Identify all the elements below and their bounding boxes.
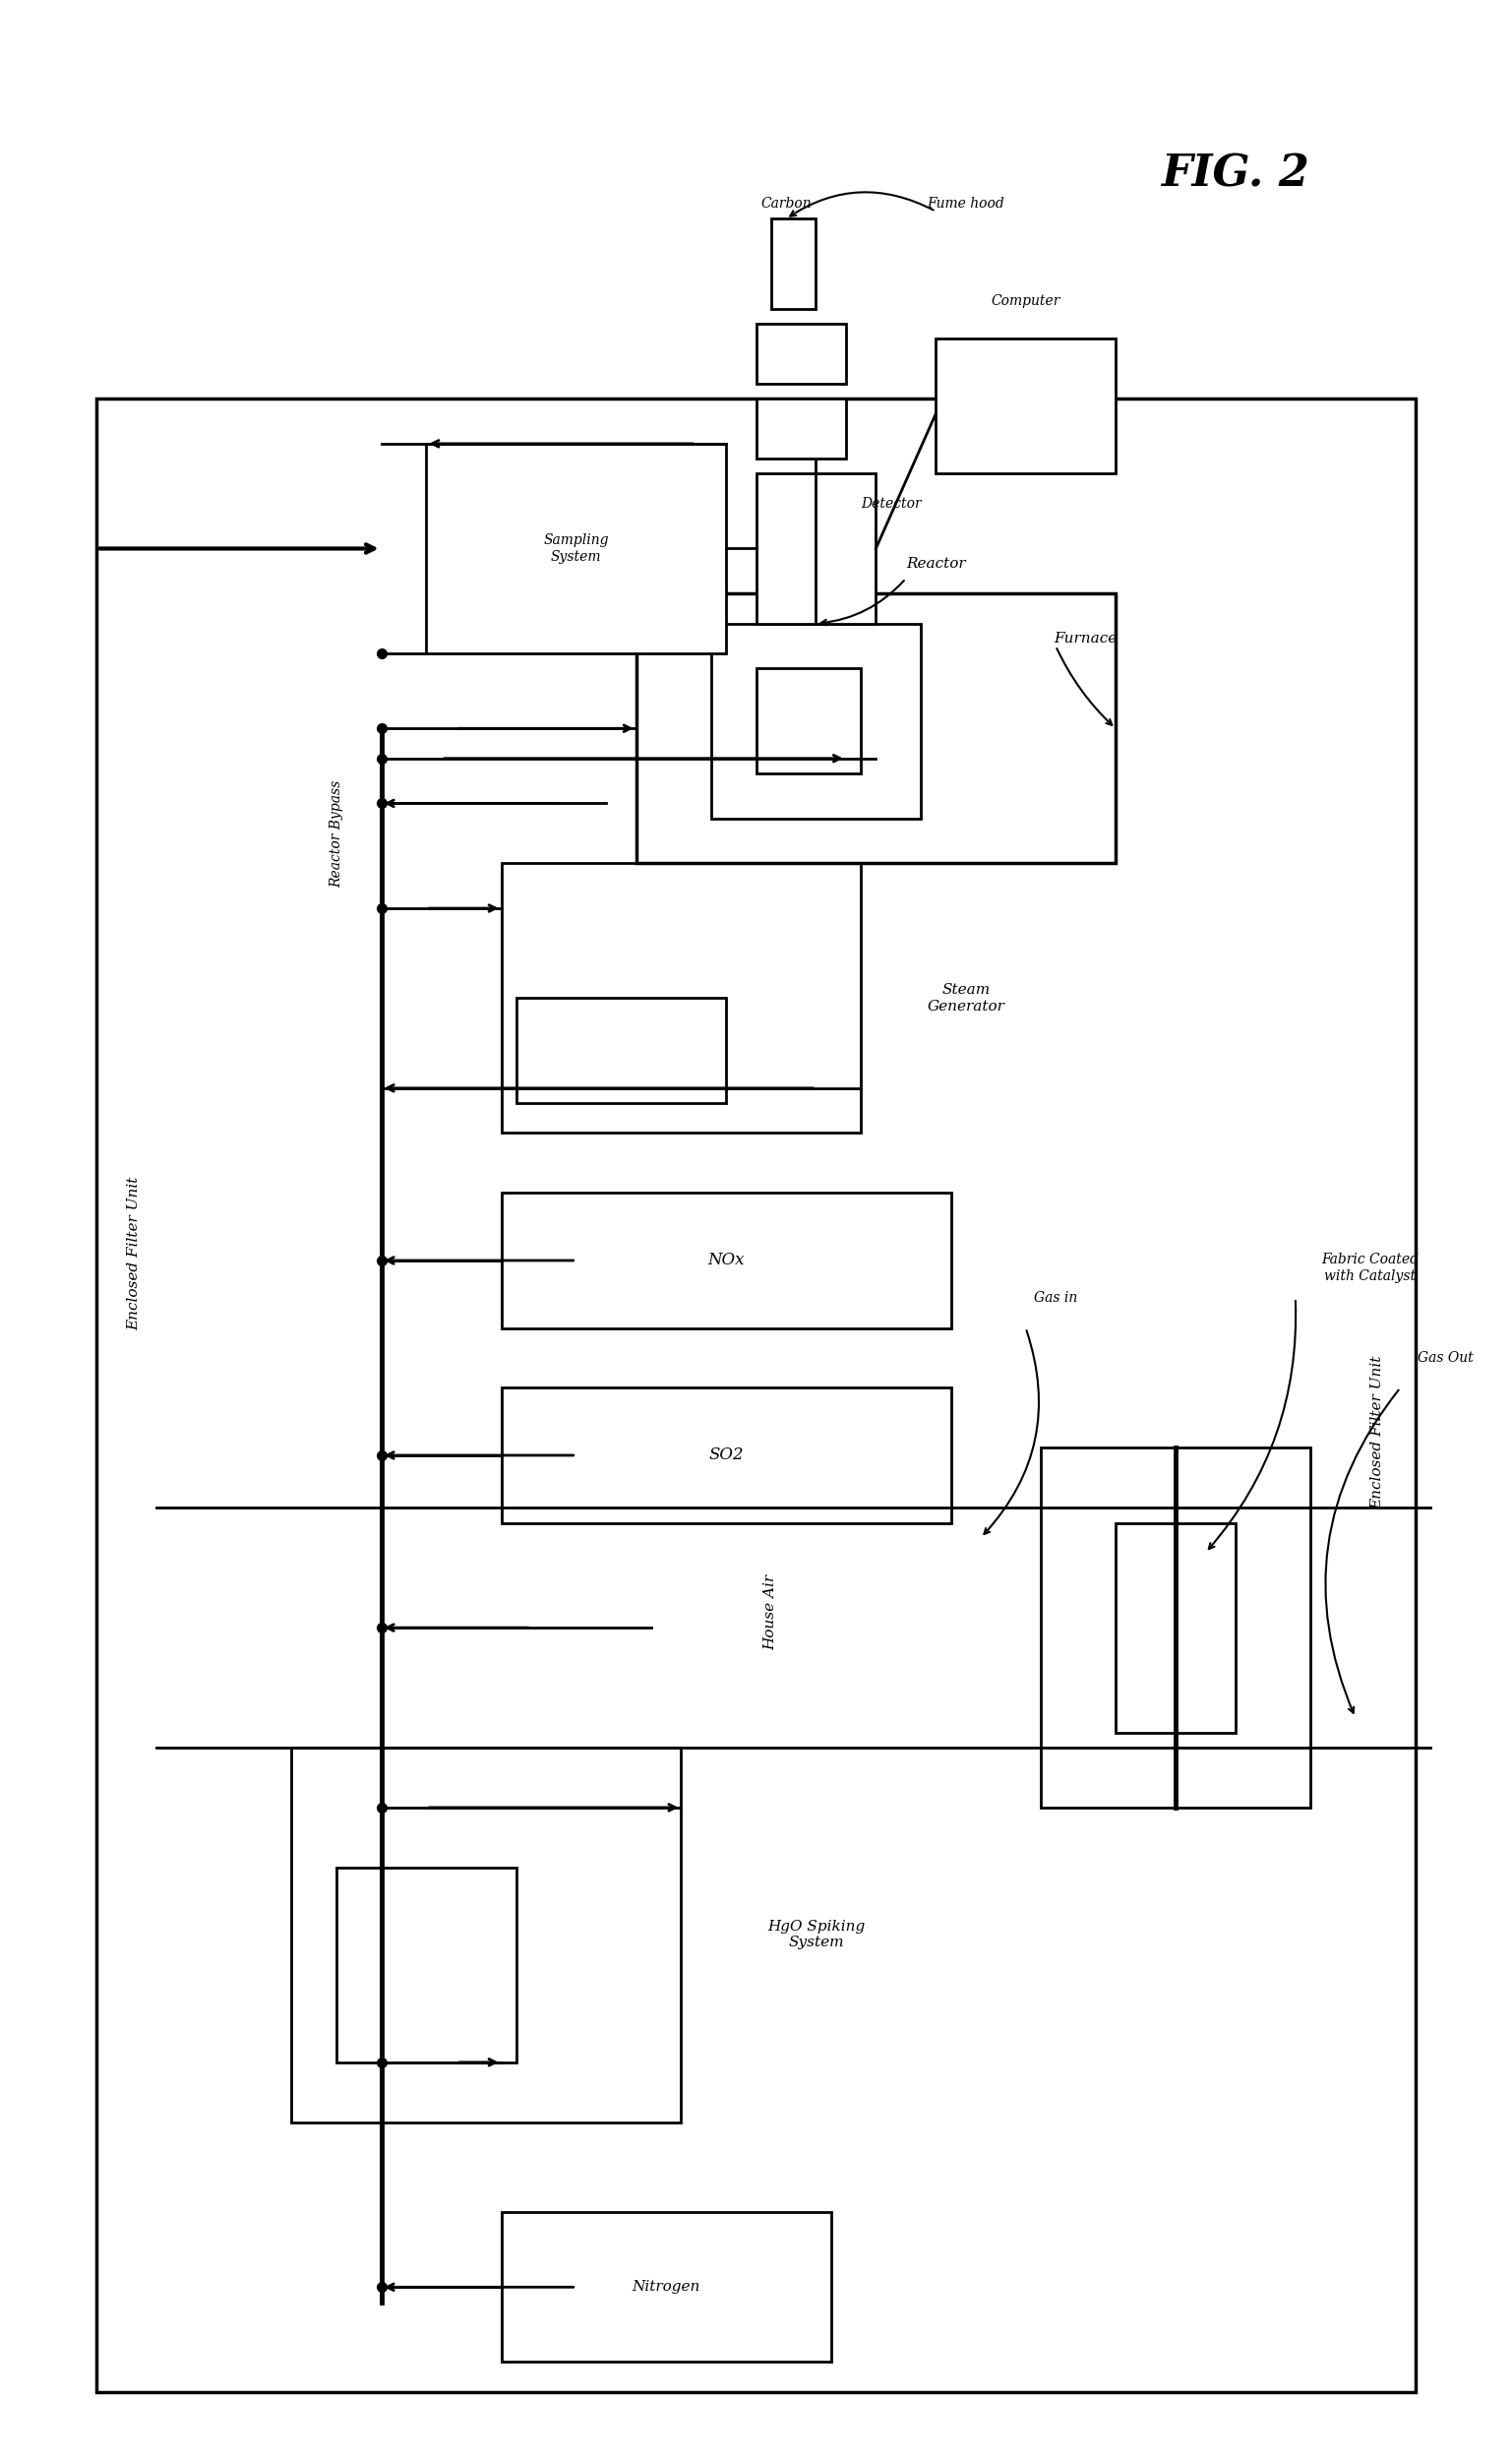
Bar	[292, 1747, 680, 2121]
Text: Enclosed Filter Unit: Enclosed Filter Unit	[1371, 1356, 1385, 1509]
Bar	[756, 325, 845, 384]
Bar	[502, 1194, 951, 1329]
Text: Furnace: Furnace	[1054, 632, 1117, 645]
Text: Gas Out: Gas Out	[1417, 1351, 1473, 1366]
Bar	[1040, 1447, 1311, 1806]
Text: Enclosed Filter Unit: Enclosed Filter Unit	[127, 1176, 141, 1329]
Text: Nitrogen: Nitrogen	[632, 2281, 700, 2294]
Bar	[936, 340, 1116, 473]
Text: Fume hood: Fume hood	[927, 197, 1004, 212]
Bar	[1116, 1523, 1235, 1733]
Text: Reactor: Reactor	[906, 556, 966, 571]
Bar	[756, 473, 875, 623]
Bar	[502, 1388, 951, 1523]
Bar	[516, 999, 726, 1103]
Text: House Air: House Air	[764, 1575, 777, 1651]
Text: Detector: Detector	[860, 497, 921, 509]
Text: Gas in: Gas in	[1034, 1292, 1078, 1304]
Bar	[711, 623, 921, 820]
Bar	[337, 1868, 516, 2062]
Text: Carbon: Carbon	[761, 197, 812, 212]
Text: HgO Spiking
System: HgO Spiking System	[767, 1920, 865, 1949]
Text: NOx: NOx	[708, 1253, 744, 1270]
Text: Reactor Bypass: Reactor Bypass	[330, 780, 343, 886]
Text: Sampling
System: Sampling System	[543, 534, 609, 564]
Text: Steam
Generator: Steam Generator	[927, 984, 1004, 1014]
Bar	[502, 864, 860, 1132]
Bar	[426, 443, 726, 655]
Bar	[756, 669, 860, 773]
Text: Fabric Coated
with Catalyst: Fabric Coated with Catalyst	[1321, 1253, 1420, 1282]
Bar	[502, 2212, 832, 2363]
Text: FIG. 2: FIG. 2	[1161, 153, 1309, 194]
Text: SO2: SO2	[709, 1447, 744, 1464]
Bar	[97, 399, 1415, 2392]
Bar	[771, 219, 816, 308]
Text: Computer: Computer	[990, 295, 1060, 308]
Bar	[756, 399, 845, 458]
Bar	[637, 593, 1116, 864]
